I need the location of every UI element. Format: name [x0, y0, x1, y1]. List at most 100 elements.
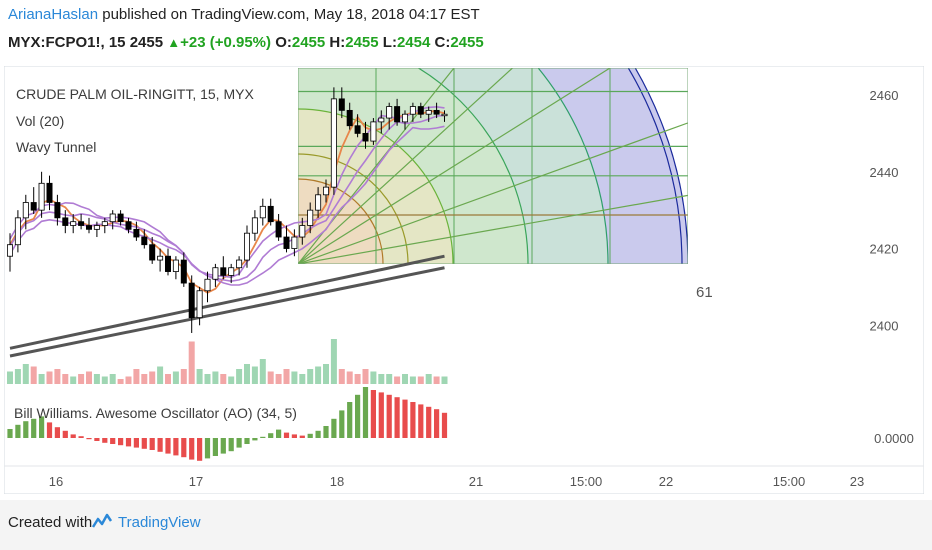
- tradingview-cloud-icon[interactable]: [90, 512, 114, 530]
- candle-body: [78, 221, 85, 226]
- volume-bar: [386, 374, 393, 384]
- x-axis-tick-label: 15:00: [773, 474, 806, 489]
- volume-bar: [141, 374, 148, 384]
- gann-fan-drawing[interactable]: [298, 66, 688, 264]
- ao-bar: [315, 430, 321, 438]
- candle-body: [330, 98, 337, 188]
- volume-bar: [7, 371, 13, 384]
- candle-body: [259, 205, 266, 219]
- ao-bar: [46, 422, 53, 438]
- ao-bar: [149, 438, 155, 450]
- ao-bar: [283, 432, 290, 438]
- candle-body: [196, 290, 203, 319]
- candle-body: [188, 282, 195, 319]
- candle-body: [212, 267, 219, 280]
- volume-bar: [196, 369, 203, 384]
- volume-bar: [402, 374, 408, 384]
- volume-bar: [165, 374, 171, 384]
- ao-bar: [133, 438, 139, 448]
- price-chart[interactable]: 2460 2440 2420 2400 0.0000 16 17 18 21 15:00 22 15:…: [3, 65, 925, 495]
- candle-body: [307, 209, 314, 226]
- volume-bar: [78, 374, 85, 384]
- candle-body: [220, 267, 227, 276]
- ao-bar: [62, 430, 68, 438]
- ao-bar: [402, 399, 408, 438]
- candle-body: [117, 213, 124, 223]
- candle-body: [346, 109, 353, 127]
- candle-body: [133, 228, 140, 238]
- publish-line: ArianaHaslan published on TradingView.co…: [8, 6, 480, 23]
- volume-bar: [70, 376, 77, 384]
- volume-bar: [307, 369, 314, 384]
- candle-body: [394, 106, 401, 123]
- volume-bar: [38, 374, 45, 384]
- volume-bar: [267, 371, 274, 384]
- candle-body: [417, 106, 424, 115]
- ao-bar: [268, 433, 274, 438]
- ao-bar: [362, 387, 369, 438]
- ema-slow-line: [9, 266, 445, 358]
- volume-bar: [441, 376, 448, 384]
- candle-body: [315, 194, 322, 211]
- ao-bar: [347, 402, 353, 438]
- author-link[interactable]: ArianaHaslan: [8, 6, 99, 23]
- gann-fan-line: [298, 194, 688, 264]
- x-axis-tick-label: 22: [659, 474, 673, 489]
- volume-bar: [275, 374, 282, 384]
- candle-body: [30, 202, 37, 211]
- axes: 2460 2440 2420 2400 0.0000 16 17 18 21 15:00 22 15:…: [4, 88, 924, 489]
- ao-bar: [378, 392, 384, 438]
- gann-arc: [627, 68, 683, 264]
- chart-area[interactable]: 2460 2440 2420 2400 0.0000 16 17 18 21 15:00 22 15:…: [3, 65, 925, 495]
- volume-bar: [346, 371, 353, 384]
- volume-bar: [30, 366, 37, 384]
- ao-bar: [54, 427, 60, 438]
- chart-header: ArianaHaslan published on TradingView.co…: [0, 0, 932, 62]
- volume-bar: [117, 379, 124, 384]
- volume-bar: [180, 369, 187, 384]
- candle-body: [172, 259, 179, 272]
- high-label: H:: [329, 34, 346, 51]
- ao-bar: [165, 438, 171, 454]
- volume-bar: [425, 374, 432, 384]
- gann-fan-line: [298, 122, 688, 264]
- quote-line: MYX:FCPO1!, 15 2455 ▲+23 (+0.95%) O:2455…: [8, 34, 484, 51]
- ao-bar: [204, 438, 211, 459]
- y-axis-tick-label: 2420: [870, 242, 899, 257]
- candle-body: [299, 225, 306, 238]
- candle-body: [236, 259, 243, 269]
- volume-bar: [362, 369, 369, 384]
- volume-bar: [228, 376, 235, 384]
- ao-bar: [291, 434, 297, 438]
- ao-bar: [94, 438, 100, 441]
- ao-bar: [125, 438, 132, 447]
- x-axis-tick-label: 23: [850, 474, 864, 489]
- candle-body: [228, 267, 235, 276]
- ao-bar: [110, 438, 116, 444]
- change-value: +23 (+0.95%): [180, 34, 272, 51]
- volume-bar: [417, 376, 424, 384]
- volume-bars: [7, 339, 448, 384]
- up-triangle-icon: ▲: [167, 35, 181, 50]
- candle-body: [70, 221, 77, 226]
- volume-bar: [172, 371, 179, 384]
- ao-bar: [197, 438, 203, 461]
- candles: [7, 87, 448, 333]
- candle-body: [93, 225, 100, 230]
- gann-label: 61: [696, 284, 713, 301]
- volume-bar: [46, 371, 53, 384]
- candle-body: [22, 202, 29, 219]
- ao-axis-tick-label: 0.0000: [874, 431, 914, 446]
- ao-bar: [173, 438, 179, 456]
- tradingview-brand-link[interactable]: TradingView: [118, 514, 201, 531]
- candle-body: [401, 113, 408, 123]
- ema-purple-line: [9, 114, 445, 283]
- volume-bar: [291, 371, 298, 384]
- ao-bar: [181, 438, 187, 458]
- candle-body: [180, 259, 187, 284]
- volume-bar: [378, 374, 385, 384]
- ao-bar: [7, 429, 13, 438]
- ema-slow-line: [9, 254, 445, 350]
- open-label: O:: [275, 34, 292, 51]
- volume-bar: [315, 366, 322, 384]
